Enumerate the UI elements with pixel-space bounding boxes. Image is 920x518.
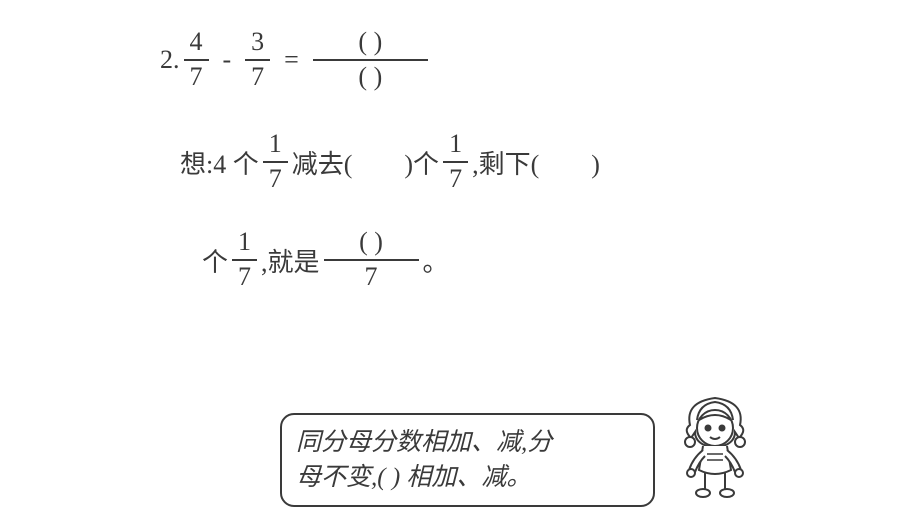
frac-a-den: 7 [184, 61, 209, 92]
l2-mid1: 减去( )个 [292, 144, 439, 181]
l3-mid: ,就是 [261, 242, 320, 279]
frac-a-num: 4 [184, 28, 209, 61]
girl-icon [675, 390, 755, 507]
l3-pre: 个 [202, 242, 228, 279]
line-1: 2. 4 7 - 3 7 = ( ) ( ) [160, 20, 600, 100]
bubble-line-2: 母不变,( ) 相加、减。 [296, 460, 639, 495]
hint-container: 同分母分数相加、减,分 母不变,( ) 相加、减。 [280, 390, 755, 507]
l2-mid2: ,剩下( ) [472, 144, 600, 181]
l3-end: 。 [423, 242, 449, 279]
fraction-b: 3 7 [245, 28, 270, 91]
fraction-1-7-c: 1 7 [232, 228, 257, 291]
fraction-a: 4 7 [184, 28, 209, 91]
ans-num-blank: ( ) [324, 228, 419, 261]
f1-den: 7 [263, 163, 288, 194]
fraction-1-7-a: 1 7 [263, 130, 288, 193]
f2-num: 1 [443, 130, 468, 163]
fraction-answer-blank: ( ) 7 [324, 228, 419, 291]
frac-b-den: 7 [245, 61, 270, 92]
bubble-line-1: 同分母分数相加、减,分 [296, 425, 639, 460]
problem-body: 2. 4 7 - 3 7 = ( ) ( ) 想:4 个 1 7 减去( )个 … [160, 20, 600, 300]
speech-bubble: 同分母分数相加、减,分 母不变,( ) 相加、减。 [280, 413, 655, 507]
frac-r-den-blank: ( ) [313, 61, 428, 92]
frac-r-num-blank: ( ) [313, 28, 428, 61]
f2-den: 7 [443, 163, 468, 194]
ans-den: 7 [324, 261, 419, 292]
l2-pre: 想:4 个 [180, 144, 259, 181]
frac-b-num: 3 [245, 28, 270, 61]
problem-number: 2. [160, 45, 180, 75]
fraction-result-blank: ( ) ( ) [313, 28, 428, 91]
f3-den: 7 [232, 261, 257, 292]
line-2: 想:4 个 1 7 减去( )个 1 7 ,剩下( ) [180, 122, 600, 202]
fraction-1-7-b: 1 7 [443, 130, 468, 193]
minus-sign: - [223, 45, 232, 75]
f1-num: 1 [263, 130, 288, 163]
line-3: 个 1 7 ,就是 ( ) 7 。 [202, 220, 600, 300]
f3-num: 1 [232, 228, 257, 261]
equals-sign: = [284, 45, 299, 75]
